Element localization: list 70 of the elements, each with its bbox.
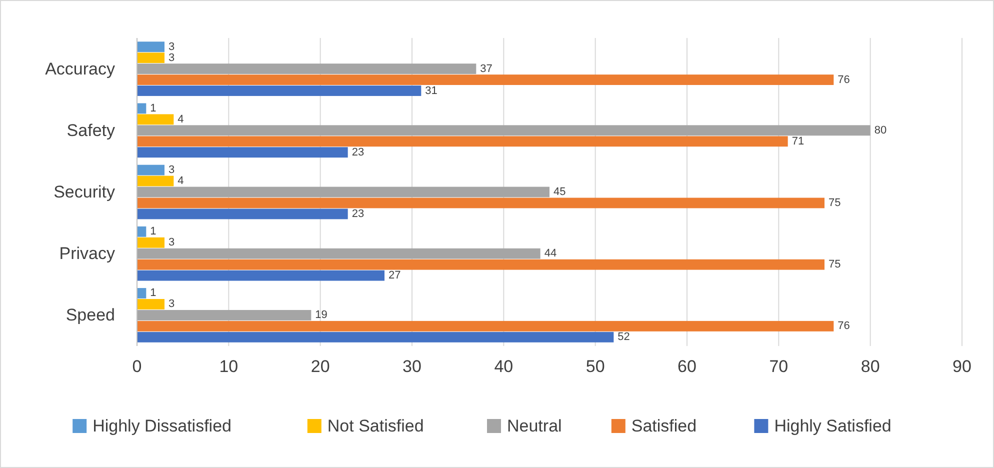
bar — [137, 74, 834, 85]
x-tick-label: 0 — [132, 357, 142, 376]
data-label: 3 — [168, 236, 175, 249]
data-label: 80 — [874, 124, 887, 136]
bar — [137, 136, 788, 147]
data-label: 76 — [838, 74, 850, 86]
bar — [137, 103, 146, 114]
data-label: 3 — [168, 298, 175, 310]
x-tick-label: 90 — [952, 357, 972, 376]
data-label: 4 — [178, 113, 184, 126]
data-label: 52 — [618, 331, 630, 344]
data-label: 1 — [150, 226, 156, 238]
data-label: 44 — [544, 248, 557, 260]
data-label: 4 — [178, 175, 184, 188]
data-label: 76 — [838, 320, 850, 332]
y-tick-label: Speed — [66, 306, 115, 325]
data-label: 75 — [828, 196, 841, 209]
data-label: 19 — [315, 309, 328, 322]
legend-label: Highly Dissatisfied — [92, 416, 232, 436]
bar — [137, 114, 174, 125]
data-label: 37 — [480, 62, 492, 75]
data-label: 75 — [828, 258, 841, 271]
data-label: 23 — [352, 146, 364, 158]
data-label: 1 — [150, 287, 156, 300]
data-label: 3 — [168, 164, 175, 176]
x-tick-label: 70 — [769, 357, 788, 376]
y-tick-label: Safety — [66, 120, 116, 140]
bar — [137, 320, 834, 332]
data-label: 23 — [352, 208, 364, 220]
x-tick-label: 10 — [219, 357, 238, 376]
x-tick-label: 40 — [494, 357, 514, 376]
data-label: 1 — [150, 102, 156, 114]
bar — [137, 259, 824, 270]
x-tick-label: 20 — [310, 357, 330, 376]
bar — [137, 164, 164, 176]
bar — [137, 299, 164, 310]
x-tick-label: 60 — [678, 357, 696, 376]
bar — [137, 248, 540, 259]
bar — [137, 176, 174, 186]
bar — [137, 125, 870, 136]
bar — [137, 198, 824, 208]
bar — [137, 270, 384, 281]
y-tick-label: Accuracy — [45, 59, 116, 78]
data-label: 31 — [425, 84, 438, 97]
legend-label: Not Satisfied — [327, 416, 424, 436]
bar — [137, 237, 164, 248]
x-tick-label: 50 — [586, 357, 605, 376]
y-tick-label: Privacy — [59, 244, 116, 264]
legend-label: Highly Satisfied — [774, 416, 892, 436]
bar — [137, 226, 146, 237]
bar — [137, 310, 312, 320]
y-tick-label: Security — [54, 182, 116, 202]
bar — [137, 288, 146, 298]
legend-label: Neutral — [507, 416, 562, 436]
x-tick-label: 30 — [402, 357, 422, 376]
bar — [137, 147, 348, 158]
bar — [137, 42, 164, 52]
bar — [137, 186, 550, 198]
bar — [137, 86, 422, 96]
bar — [137, 332, 614, 342]
bar — [137, 52, 164, 64]
data-label: 3 — [168, 40, 175, 53]
data-label: 45 — [554, 186, 566, 198]
x-tick-label: 80 — [860, 357, 880, 376]
bar — [137, 64, 476, 74]
data-label: 27 — [388, 270, 401, 282]
data-label: 3 — [168, 52, 175, 64]
data-label: 71 — [792, 135, 804, 148]
legend-label: Satisfied — [631, 416, 697, 436]
bar — [137, 208, 348, 220]
